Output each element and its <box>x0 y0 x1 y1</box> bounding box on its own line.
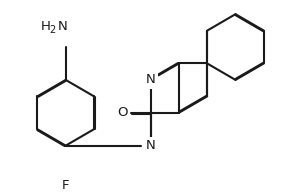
Text: O: O <box>117 106 128 119</box>
Text: N: N <box>146 74 155 86</box>
Text: N: N <box>146 139 155 152</box>
Text: N: N <box>58 20 67 33</box>
Text: H: H <box>41 20 51 33</box>
Text: F: F <box>62 179 69 191</box>
Text: 2: 2 <box>49 25 55 35</box>
